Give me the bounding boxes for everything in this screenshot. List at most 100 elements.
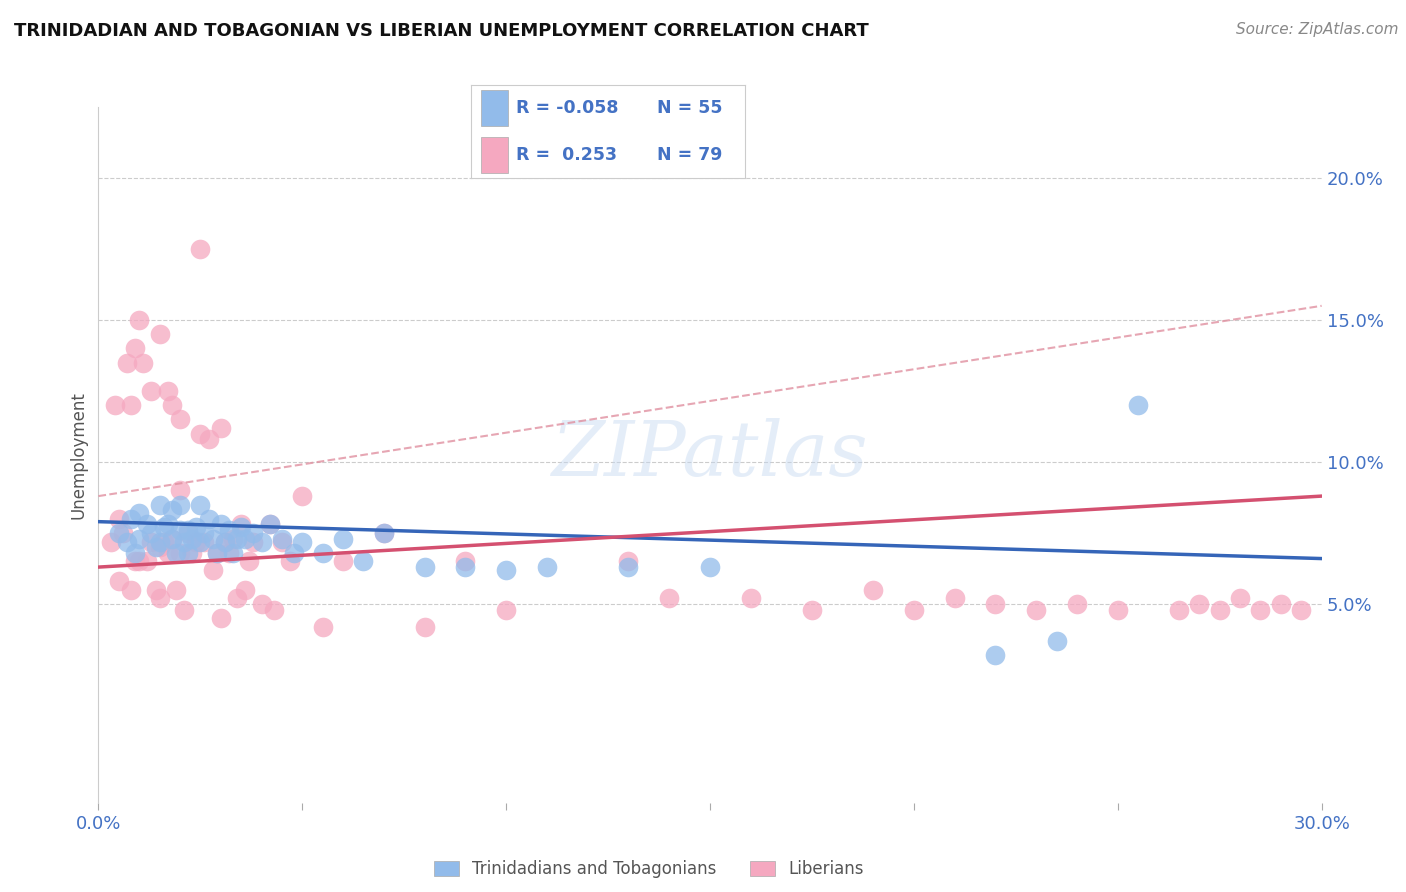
- Point: [188, 498, 212, 512]
- Point: [209, 421, 232, 435]
- Text: TRINIDADIAN AND TOBAGONIAN VS LIBERIAN UNEMPLOYMENT CORRELATION CHART: TRINIDADIAN AND TOBAGONIAN VS LIBERIAN U…: [14, 22, 869, 40]
- Point: [238, 554, 260, 568]
- Point: [141, 534, 163, 549]
- Text: ZIPatlas: ZIPatlas: [551, 418, 869, 491]
- Point: [169, 498, 191, 512]
- Point: [263, 603, 285, 617]
- FancyBboxPatch shape: [481, 137, 508, 173]
- Point: [188, 534, 212, 549]
- Point: [145, 540, 167, 554]
- Point: [201, 532, 224, 546]
- Y-axis label: Unemployment: Unemployment: [69, 391, 87, 519]
- Point: [169, 546, 191, 560]
- Point: [186, 534, 208, 549]
- Point: [1128, 398, 1150, 412]
- Point: [145, 582, 167, 597]
- Point: [1025, 603, 1047, 617]
- Point: [278, 554, 301, 568]
- Point: [160, 503, 183, 517]
- Point: [231, 520, 253, 534]
- Point: [984, 597, 1007, 611]
- Point: [201, 563, 224, 577]
- Point: [100, 534, 122, 549]
- Point: [120, 512, 142, 526]
- Point: [312, 546, 335, 560]
- Point: [156, 517, 179, 532]
- Point: [283, 546, 305, 560]
- Point: [413, 560, 436, 574]
- Point: [1209, 603, 1232, 617]
- Point: [108, 574, 131, 589]
- Text: R =  0.253: R = 0.253: [516, 146, 617, 164]
- Point: [209, 611, 232, 625]
- Point: [128, 532, 150, 546]
- Point: [1167, 603, 1189, 617]
- Point: [222, 546, 245, 560]
- Point: [177, 523, 200, 537]
- Point: [104, 398, 127, 412]
- Point: [128, 554, 150, 568]
- Point: [209, 517, 232, 532]
- Point: [124, 342, 146, 356]
- Point: [124, 554, 146, 568]
- Point: [617, 554, 640, 568]
- Point: [169, 412, 191, 426]
- Point: [222, 532, 245, 546]
- Point: [160, 398, 183, 412]
- Point: [903, 603, 925, 617]
- Point: [270, 534, 294, 549]
- Point: [291, 489, 314, 503]
- Point: [132, 356, 155, 370]
- Point: [233, 532, 256, 546]
- Point: [617, 560, 640, 574]
- Point: [218, 546, 240, 560]
- Point: [1291, 603, 1313, 617]
- Point: [149, 540, 172, 554]
- Point: [193, 526, 215, 541]
- Point: [152, 520, 174, 534]
- Point: [1249, 603, 1271, 617]
- Point: [413, 620, 436, 634]
- Point: [699, 560, 721, 574]
- Point: [259, 517, 281, 532]
- Point: [373, 526, 395, 541]
- Point: [128, 313, 150, 327]
- Point: [231, 517, 253, 532]
- Point: [149, 498, 172, 512]
- Point: [312, 620, 335, 634]
- Point: [141, 384, 163, 398]
- Point: [495, 563, 517, 577]
- Point: [373, 526, 395, 541]
- Point: [332, 532, 354, 546]
- Point: [160, 532, 183, 546]
- Point: [181, 532, 204, 546]
- Point: [242, 526, 264, 541]
- Point: [454, 554, 477, 568]
- Point: [1188, 597, 1211, 611]
- Text: Source: ZipAtlas.com: Source: ZipAtlas.com: [1236, 22, 1399, 37]
- Point: [242, 534, 264, 549]
- Point: [115, 534, 138, 549]
- Point: [205, 546, 228, 560]
- Text: N = 55: N = 55: [658, 99, 723, 117]
- Point: [188, 242, 212, 256]
- Point: [740, 591, 762, 606]
- Point: [115, 356, 138, 370]
- Point: [495, 603, 517, 617]
- Point: [120, 398, 142, 412]
- Point: [181, 546, 204, 560]
- Point: [149, 591, 172, 606]
- Point: [173, 603, 195, 617]
- Point: [169, 523, 191, 537]
- Point: [177, 546, 200, 560]
- Legend: Trinidadians and Tobagonians, Liberians: Trinidadians and Tobagonians, Liberians: [427, 854, 870, 885]
- Point: [218, 523, 240, 537]
- Point: [332, 554, 354, 568]
- Point: [214, 534, 236, 549]
- Point: [233, 582, 256, 597]
- Point: [197, 432, 219, 446]
- Point: [156, 384, 179, 398]
- Point: [1066, 597, 1088, 611]
- Point: [136, 554, 159, 568]
- Point: [250, 597, 273, 611]
